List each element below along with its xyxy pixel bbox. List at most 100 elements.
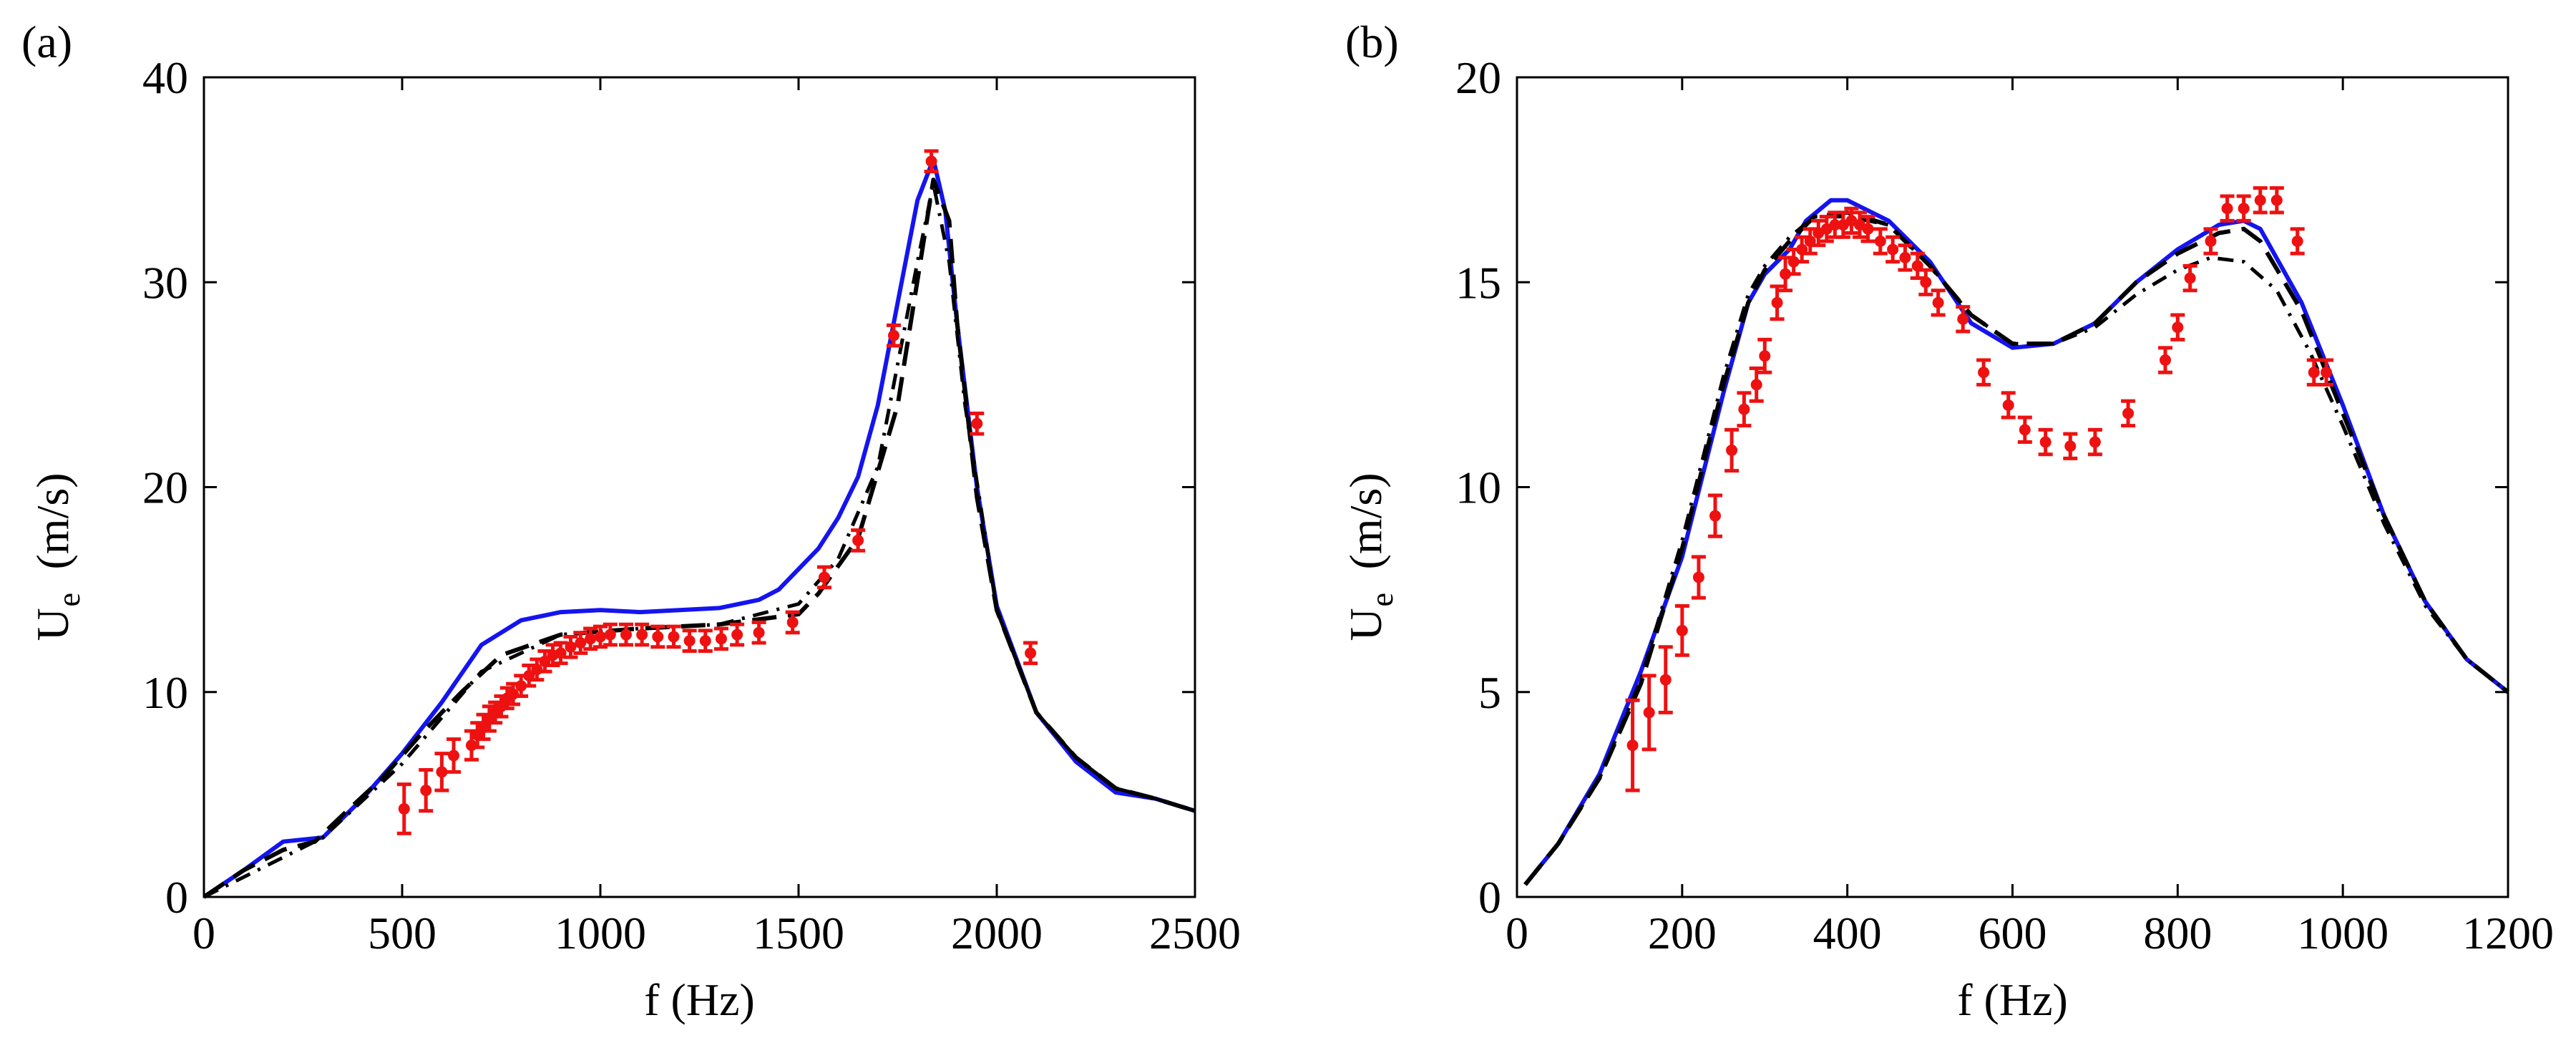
panel-a-y-label-unit: (m/s) — [27, 472, 78, 569]
measurement-marker — [595, 631, 606, 643]
measurement-marker — [2308, 367, 2320, 379]
measurement-marker — [2089, 436, 2101, 448]
measurement-marker — [565, 641, 577, 653]
panel-b-axes-frame — [1516, 76, 2509, 898]
panel-b-ticks: 0 200 400 600 800 1000 1200 0 5 10 15 20 — [1455, 52, 2554, 959]
panel-b-x-tick-label: 600 — [1979, 908, 2047, 959]
measurement-marker — [575, 637, 587, 649]
panel-b-y-tick-label: 15 — [1455, 257, 1501, 308]
panel-b-y-tick-label: 0 — [1478, 872, 1501, 923]
panel-a-data-point — [619, 622, 634, 647]
panel-a-y-tick-label: 40 — [142, 52, 188, 103]
panel-a-data-point — [573, 631, 588, 655]
measurement-marker — [1829, 219, 1841, 231]
panel-b-data-point — [1691, 555, 1706, 600]
panel-b-data-point — [2121, 399, 2136, 428]
panel-a-data-point — [751, 620, 766, 645]
measurement-marker — [604, 629, 616, 641]
measurement-marker — [1887, 243, 1899, 256]
panel-b-data-point — [1625, 698, 1640, 792]
measurement-marker — [2122, 407, 2135, 419]
panel-b-data-point — [1898, 243, 1913, 272]
measurement-marker — [2321, 367, 2333, 379]
panel-a-y-label-main: U — [27, 608, 78, 641]
measurement-marker — [2172, 321, 2184, 334]
measurement-marker — [1750, 379, 1762, 391]
measurement-marker — [1780, 268, 1792, 280]
measurement-marker — [1692, 571, 1704, 583]
panel-b-label: (b) — [1345, 16, 1399, 67]
panel-b-data-point — [1956, 305, 1971, 334]
panel-b-data-point — [1770, 284, 1785, 321]
measurement-marker — [1920, 276, 1932, 288]
panel-b-simulation-curve — [1523, 198, 2509, 886]
panel-b-data-point — [1641, 674, 1657, 752]
panel-a-ticks: 0 500 1000 1500 2000 2500 0 10 20 30 40 — [142, 52, 1241, 959]
panel-a-data-point — [713, 626, 728, 651]
measurement-marker — [398, 802, 410, 815]
panel-a-y-tick-label: 0 — [165, 872, 188, 923]
panel-b-data-point — [1918, 268, 1933, 296]
panel-b-x-axis-label: f (Hz) — [1957, 974, 2068, 1025]
panel-b-data-point — [2182, 263, 2197, 293]
measurement-marker — [1862, 223, 1874, 235]
panel-b-data-point — [1757, 337, 1772, 374]
panel-a-x-tick-label: 2500 — [1149, 908, 1241, 959]
panel-a-data-point — [563, 634, 578, 659]
measurement-marker — [1709, 510, 1721, 522]
measurement-marker — [1957, 313, 1969, 325]
measurement-marker — [2184, 272, 2196, 284]
panel-a-data-point — [698, 629, 713, 653]
panel-a-model-dashdot-curve — [203, 182, 1196, 899]
panel-b-data-point — [2017, 415, 2032, 445]
panel-b-data-point — [2087, 427, 2102, 457]
panel-a-data-point — [514, 674, 529, 698]
panel-a-data-point — [396, 782, 411, 835]
panel-a-data-point — [419, 768, 434, 813]
measurement-marker — [1899, 251, 1911, 263]
measurement-marker — [1759, 350, 1771, 362]
panel-b-data-point — [2269, 186, 2284, 215]
measurement-marker — [620, 629, 633, 641]
measurement-marker — [852, 534, 864, 546]
measurement-marker — [2064, 440, 2077, 452]
panel-b-data-point — [1724, 427, 1740, 473]
measurement-marker — [699, 635, 711, 647]
measurement-marker — [2221, 203, 2233, 215]
panel-b-y-label-main: U — [1340, 608, 1391, 641]
panel-b-model-dashed-curve — [1523, 210, 2509, 886]
panel-a-data-point — [682, 629, 697, 653]
panel-a-axes-frame — [203, 76, 1196, 898]
measurement-marker — [448, 749, 460, 762]
panel-a-y-tick-label: 10 — [142, 667, 188, 718]
measurement-marker — [1676, 624, 1688, 636]
panel-b-x-tick-label: 1000 — [2297, 908, 2389, 959]
panel-a-data-point — [650, 624, 665, 649]
measurement-marker — [2254, 194, 2266, 206]
panel-b-y-tick-label: 5 — [1478, 667, 1501, 718]
measurement-marker — [2270, 194, 2283, 206]
panel-b-x-tick-label: 400 — [1813, 908, 1882, 959]
panel-b-data-point — [2038, 427, 2053, 457]
panel-b-data-point — [2001, 391, 2016, 419]
measurement-marker — [2039, 436, 2051, 448]
panel-b-data-point — [2253, 186, 2268, 215]
measurement-marker — [753, 626, 765, 639]
panel-a-data-point — [785, 610, 800, 635]
measurement-marker — [515, 680, 527, 692]
panel-b-data-point — [1860, 215, 1875, 243]
measurement-marker — [1978, 367, 1990, 379]
measurement-marker — [1787, 256, 1800, 268]
measurement-marker — [507, 688, 519, 700]
panel-b-x-tick-label: 800 — [2143, 908, 2212, 959]
measurement-marker — [531, 664, 543, 676]
measurement-marker — [2002, 399, 2014, 411]
panel-b-data-point — [2306, 358, 2321, 387]
panel-a-x-tick-label: 2000 — [951, 908, 1043, 959]
panel-a-y-tick-label: 30 — [142, 257, 188, 308]
panel-b-y-axis-label: U e (m/s) — [1340, 472, 1400, 641]
measurement-marker — [465, 739, 477, 752]
measurement-marker — [2238, 203, 2250, 215]
panel-a-y-label-subscript: e — [52, 593, 87, 607]
panel-b-data-point — [2290, 227, 2305, 256]
